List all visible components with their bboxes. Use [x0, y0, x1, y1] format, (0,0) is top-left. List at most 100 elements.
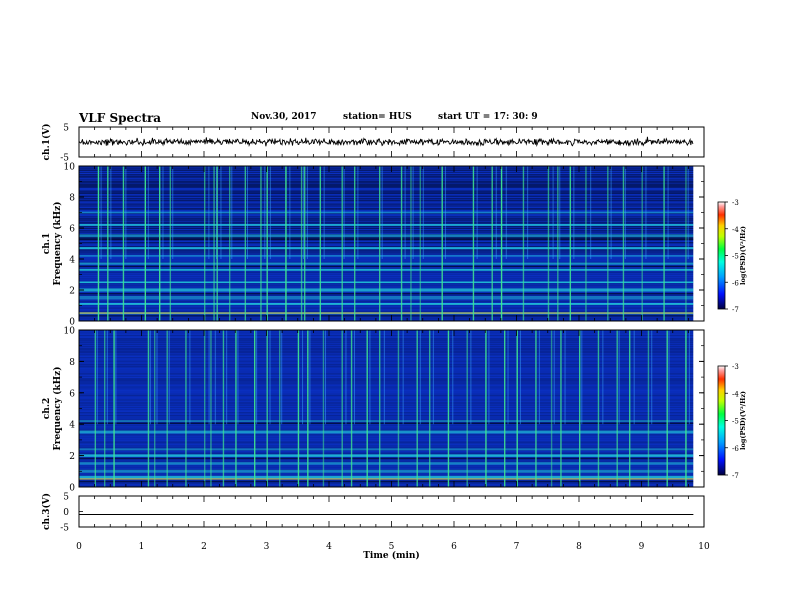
frequency-band — [79, 288, 694, 292]
spectrogram-background — [79, 330, 694, 487]
frequency-band — [79, 255, 694, 257]
noise-row — [79, 370, 694, 371]
noise-row — [79, 375, 693, 376]
noise-row — [79, 301, 694, 302]
colorbar-label: log(PSD)(V²/Hz) — [739, 226, 747, 285]
noise-row — [79, 449, 694, 450]
y-tick-label: 2 — [69, 287, 75, 297]
sferic-echo — [581, 330, 583, 425]
noise-row — [79, 407, 694, 408]
sferic-echo — [289, 166, 291, 259]
noise-row — [79, 369, 694, 370]
y-tick-label: 10 — [64, 163, 76, 173]
noise-row — [79, 242, 694, 243]
sferic-echo — [452, 330, 454, 425]
colorbar-tick-label: -6 — [732, 445, 739, 453]
noise-row — [79, 392, 693, 393]
sferic-echo — [246, 166, 248, 259]
sferic-event — [297, 330, 300, 487]
frequency-band — [79, 281, 694, 284]
noise-row — [79, 475, 694, 476]
noise-row — [79, 245, 694, 246]
low-frequency-line — [79, 478, 694, 480]
noise-row — [79, 439, 694, 440]
sferic-echo — [422, 166, 424, 259]
noise-row — [79, 341, 694, 342]
noise-row — [79, 429, 694, 430]
sferic-echo — [527, 166, 529, 259]
frequency-band — [79, 234, 694, 238]
noise-row — [79, 268, 694, 269]
noise-row — [79, 217, 694, 218]
noise-row — [79, 305, 694, 306]
noise-row — [79, 335, 694, 336]
sferic-echo — [115, 330, 117, 425]
sferic-echo — [256, 330, 258, 425]
sferic-echo — [495, 166, 497, 259]
sferic-echo — [302, 330, 304, 425]
sferic-event — [491, 166, 493, 321]
sferic-echo — [369, 330, 371, 425]
noise-row — [79, 298, 694, 299]
noise-row — [79, 427, 694, 428]
sferic-echo — [505, 166, 507, 259]
noise-row — [79, 181, 694, 182]
noise-row — [79, 295, 694, 296]
noise-row — [79, 426, 694, 427]
noise-row — [79, 344, 694, 345]
y-tick-label: -5 — [60, 154, 69, 164]
noise-row — [79, 302, 694, 303]
y-tick-label: 6 — [69, 389, 75, 399]
noise-row — [79, 366, 694, 367]
noise-row — [79, 383, 694, 384]
frequency-gap — [79, 458, 694, 460]
noise-row — [79, 286, 694, 287]
sferic-echo — [618, 330, 620, 425]
noise-row — [79, 195, 694, 196]
frequency-axis-label: Frequency (kHz) — [52, 366, 63, 450]
sferic-echo — [168, 330, 170, 425]
sferic-event — [419, 166, 422, 321]
sferic-echo — [688, 330, 690, 425]
noise-row — [79, 167, 694, 168]
noise-row — [79, 391, 693, 392]
noise-row — [79, 359, 694, 360]
colorbar-tick-label: -5 — [732, 253, 739, 261]
noise-row — [79, 168, 694, 169]
waveform-axis-label: ch.3(V) — [41, 493, 52, 530]
noise-row — [79, 306, 693, 307]
noise-row — [79, 368, 693, 369]
sferic-echo — [231, 166, 233, 259]
sferic-event — [550, 330, 553, 487]
y-tick-label: 8 — [69, 358, 75, 368]
sferic-event — [535, 330, 537, 487]
frequency-band — [79, 469, 694, 473]
noise-row — [79, 365, 694, 366]
x-tick-label: 0 — [76, 542, 82, 552]
noise-row — [79, 246, 694, 247]
noise-row — [79, 446, 694, 447]
noise-row — [79, 243, 694, 244]
sferic-echo — [189, 330, 191, 425]
sferic-event — [154, 330, 156, 487]
sferic-echo — [345, 330, 347, 425]
sferic-event — [516, 330, 518, 487]
sferic-echo — [110, 166, 112, 259]
noise-row — [79, 357, 694, 358]
noise-row — [79, 253, 694, 254]
noise-row — [79, 350, 694, 351]
sferic-echo — [215, 166, 217, 259]
sferic-event — [504, 330, 506, 487]
sferic-echo — [419, 330, 421, 425]
sferic-event — [622, 166, 625, 321]
noise-row — [79, 457, 694, 458]
sferic-event — [185, 330, 187, 487]
y-tick-label: 5 — [63, 493, 69, 503]
sferic-echo — [220, 166, 222, 259]
noise-row — [79, 396, 694, 397]
ch1-waveform — [78, 136, 694, 148]
noise-row — [79, 405, 694, 406]
noise-row — [79, 205, 694, 206]
noise-row — [79, 442, 694, 443]
noise-row — [79, 238, 694, 239]
